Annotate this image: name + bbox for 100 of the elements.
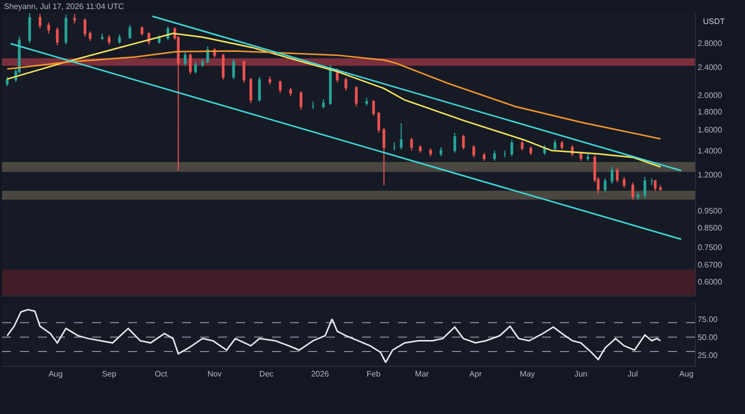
- line-series: [6, 32, 662, 168]
- candlestick: [493, 150, 496, 162]
- candlestick: [520, 140, 524, 152]
- x-tick-label: Apr: [469, 370, 482, 379]
- y-tick-label: 75.00: [698, 314, 718, 324]
- candlestick: [300, 90, 302, 110]
- x-tick-label: Jul: [628, 370, 638, 379]
- candlestick: [440, 146, 442, 157]
- x-tick-label: Mar: [415, 370, 430, 379]
- candlestick: [610, 166, 614, 184]
- candlestick: [88, 30, 92, 42]
- candlestick: [543, 144, 546, 156]
- candlestick: [201, 58, 204, 68]
- candlestick: [344, 77, 348, 92]
- y-tick-label: 0.6000: [698, 278, 723, 287]
- x-tick-label: Nov: [207, 370, 222, 379]
- candlestick: [510, 139, 514, 157]
- candlestick: [140, 26, 144, 36]
- candlestick: [278, 80, 282, 94]
- candlestick: [382, 127, 386, 186]
- candlestick: [659, 184, 662, 192]
- candlestick: [322, 98, 325, 109]
- candlestick: [184, 52, 187, 66]
- y-tick-label: 0.7500: [698, 243, 723, 252]
- candlestick: [258, 76, 261, 102]
- candlestick: [222, 53, 225, 80]
- candlestick: [189, 52, 192, 75]
- candlestick: [100, 32, 104, 41]
- candlestick: [636, 192, 640, 200]
- candlestick: [482, 152, 486, 162]
- y-tick-label: 25.00: [698, 350, 718, 360]
- candlestick: [128, 24, 132, 40]
- candlestick: [418, 144, 422, 154]
- x-tick-label: May: [520, 370, 535, 379]
- y-tick-label: 0.9500: [698, 206, 723, 216]
- candlestick: [47, 22, 50, 34]
- y-tick-label: 0.6700: [698, 260, 723, 270]
- candlestick: [580, 151, 582, 162]
- candlestick: [429, 148, 432, 157]
- candlestick: [644, 176, 646, 199]
- candlestick: [329, 64, 332, 106]
- y-tick-label: 1.6000: [698, 126, 723, 135]
- candlestick: [118, 34, 121, 44]
- x-tick-label: Aug: [48, 370, 63, 379]
- candlestick: [242, 60, 246, 84]
- x-tick-label: Feb: [366, 370, 381, 379]
- line-series: [6, 50, 662, 140]
- candlestick: [158, 35, 161, 44]
- candlestick: [400, 122, 403, 150]
- x-tick-label: Jun: [574, 370, 588, 379]
- candlestick: [38, 13, 42, 29]
- y-tick-label: 0.8500: [698, 224, 723, 233]
- x-tick-label: Oct: [154, 370, 168, 379]
- candlestick: [365, 97, 368, 106]
- candlestick: [250, 77, 252, 104]
- y-tick-label: 2.0000: [698, 91, 723, 100]
- candlestick: [28, 13, 31, 44]
- candlestick: [650, 178, 654, 186]
- candlestick: [73, 13, 76, 24]
- candlestick: [6, 76, 9, 87]
- candlestick: [392, 141, 396, 152]
- candlestick: [453, 132, 456, 154]
- candlestick: [194, 61, 197, 74]
- candlestick: [312, 101, 314, 110]
- candlestick: [604, 178, 606, 193]
- candlestick: [472, 144, 476, 158]
- x-tick-label: Sep: [102, 370, 117, 379]
- x-tick-label: Dec: [259, 370, 274, 379]
- y-tick-label: 1.8000: [698, 107, 723, 116]
- candlestick: [554, 139, 556, 152]
- candlestick: [654, 179, 657, 192]
- candlestick: [108, 34, 110, 46]
- candlestick: [232, 58, 235, 80]
- y-tick-label: 2.4000: [698, 62, 723, 72]
- line-series: [6, 308, 662, 364]
- candlestick: [504, 150, 506, 158]
- candlestick: [354, 86, 358, 108]
- x-tick-label: 2026: [311, 370, 330, 379]
- candlestick: [56, 26, 59, 46]
- candlestick: [377, 111, 380, 134]
- candlestick: [616, 168, 619, 183]
- y-tick-label: 1.2000: [698, 170, 723, 180]
- candlestick: [410, 137, 413, 152]
- y-tick-label: 2.8000: [698, 38, 723, 48]
- candlestick: [268, 76, 272, 86]
- candlestick: [462, 134, 465, 150]
- candlestick: [622, 176, 626, 188]
- y-tick-label: 50.00: [698, 332, 718, 342]
- candlestick: [64, 14, 68, 45]
- candlestick: [631, 182, 634, 200]
- candlestick: [560, 140, 564, 150]
- candlestick: [84, 18, 86, 38]
- chart-title: Sheyann, Jul 17, 2026 11:04 UTC: [4, 2, 124, 11]
- candlestick: [529, 146, 532, 156]
- candlestick: [372, 99, 375, 116]
- y-axis-title: USDT: [703, 17, 725, 26]
- candlestick: [289, 87, 292, 97]
- candlestick: [586, 153, 590, 162]
- y-tick-label: 1.4000: [698, 146, 723, 156]
- x-tick-label: Aug: [679, 370, 694, 379]
